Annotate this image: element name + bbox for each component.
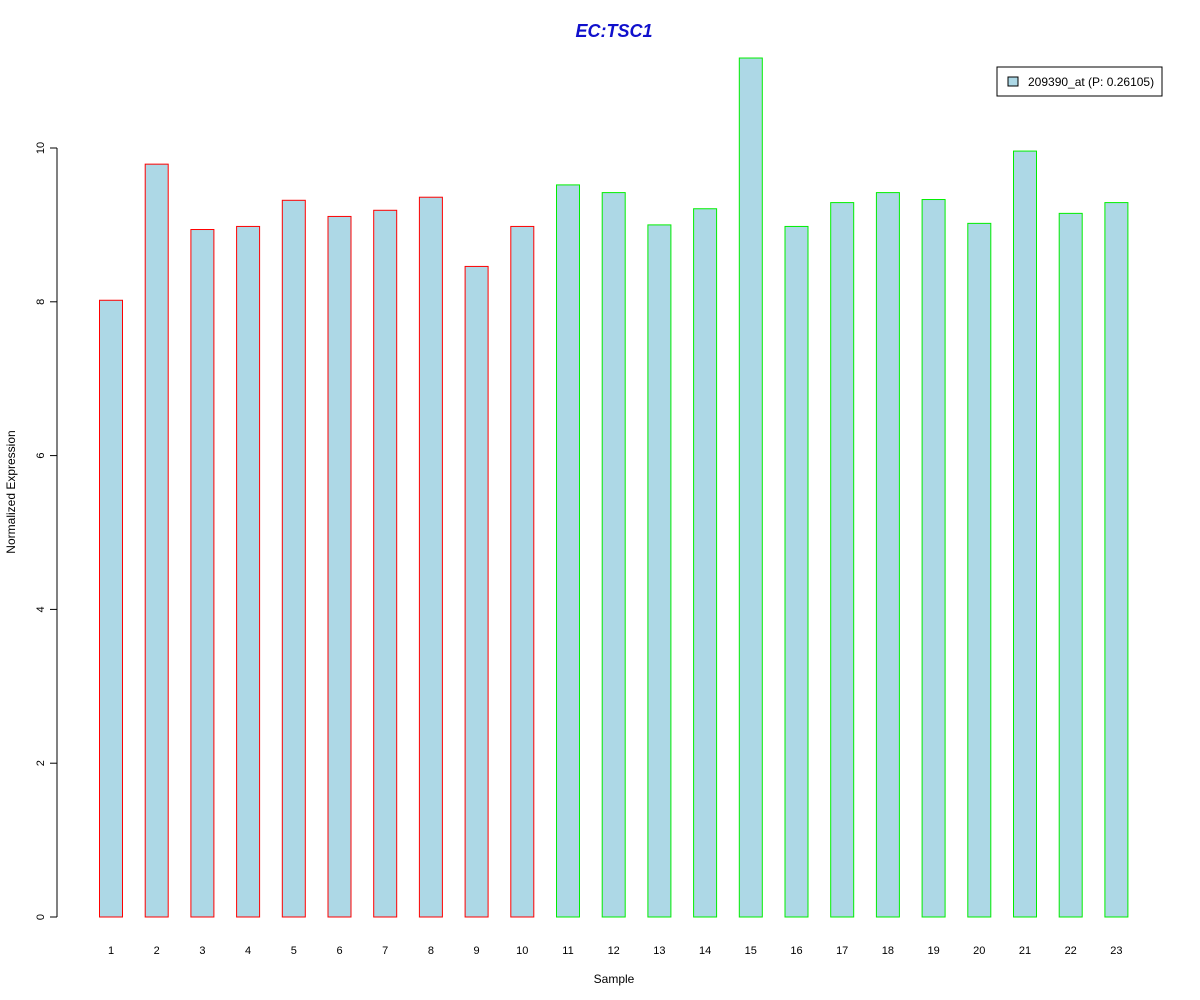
bar-sample-19 — [921, 199, 946, 918]
x-tick-label: 9 — [474, 945, 480, 957]
y-ticks: 0 2 4 6 8 10 — [35, 142, 57, 920]
x-tick-label: 18 — [882, 945, 894, 957]
y-tick-label: 8 — [35, 299, 47, 305]
x-tick-label: 6 — [336, 945, 342, 957]
y-tick-label: 0 — [35, 914, 47, 920]
bar-sample-17 — [830, 202, 855, 918]
x-tick-label: 19 — [927, 945, 939, 957]
x-tick-label: 23 — [1110, 945, 1122, 957]
bar-sample-8 — [418, 196, 443, 918]
legend: 209390_at (P: 0.26105) — [996, 66, 1163, 97]
bar-sample-4 — [236, 225, 261, 918]
x-tick-label: 5 — [291, 945, 297, 957]
bars — [99, 57, 1129, 918]
x-tick-label: 17 — [836, 945, 848, 957]
bar-sample-6 — [327, 215, 352, 918]
bar-sample-3 — [190, 229, 215, 918]
x-tick-label: 8 — [428, 945, 434, 957]
bar-sample-21 — [1013, 150, 1037, 918]
bar-sample-2 — [144, 163, 169, 918]
bar-sample-14 — [693, 208, 718, 918]
legend-box — [996, 66, 1163, 97]
x-tick-labels: 1 2 3 4 5 6 7 8 9 10 11 12 13 14 15 16 17 18 19 20 21 22 23 — [108, 945, 1123, 957]
x-tick-label: 10 — [516, 945, 528, 957]
bar-sample-7 — [373, 209, 398, 918]
x-tick-label: 14 — [699, 945, 711, 957]
y-axis-title: Normalized Expression — [4, 430, 18, 553]
legend-swatch — [1007, 76, 1019, 87]
bar-sample-13 — [647, 224, 672, 918]
x-tick-label: 1 — [108, 945, 114, 957]
y-axis: 0 2 4 6 8 10 — [35, 142, 58, 920]
x-tick-label: 22 — [1065, 945, 1077, 957]
bar-sample-22 — [1058, 212, 1083, 918]
bar-sample-20 — [967, 222, 992, 918]
x-tick-label: 7 — [382, 945, 388, 957]
bar-sample-15 — [738, 57, 763, 918]
x-tick-label: 15 — [745, 945, 757, 957]
x-tick-label: 11 — [562, 945, 573, 957]
x-tick-label: 21 — [1019, 945, 1031, 957]
legend-label: 209390_at (P: 0.26105) — [1028, 75, 1154, 89]
y-tick-label: 2 — [35, 760, 47, 766]
x-tick-label: 16 — [790, 945, 802, 957]
x-axis-title: Sample — [594, 972, 635, 986]
x-tick-label: 4 — [245, 945, 251, 957]
chart-title: EC:TSC1 — [575, 21, 652, 41]
bar-sample-5 — [281, 199, 306, 918]
x-tick-label: 3 — [199, 945, 205, 957]
y-tick-label: 4 — [35, 606, 47, 612]
x-tick-label: 2 — [154, 945, 160, 957]
x-tick-label: 12 — [608, 945, 620, 957]
bar-sample-18 — [875, 192, 900, 918]
x-tick-label: 20 — [973, 945, 985, 957]
bar-sample-10 — [510, 225, 535, 918]
bar-sample-9 — [464, 265, 489, 918]
y-tick-label: 6 — [35, 453, 47, 459]
bar-sample-16 — [784, 225, 809, 918]
x-tick-label: 13 — [653, 945, 665, 957]
y-tick-label: 10 — [35, 142, 47, 154]
bar-sample-12 — [601, 192, 626, 918]
bar-sample-23 — [1104, 202, 1129, 918]
bar-sample-1 — [99, 299, 123, 918]
bar-sample-11 — [556, 184, 580, 918]
